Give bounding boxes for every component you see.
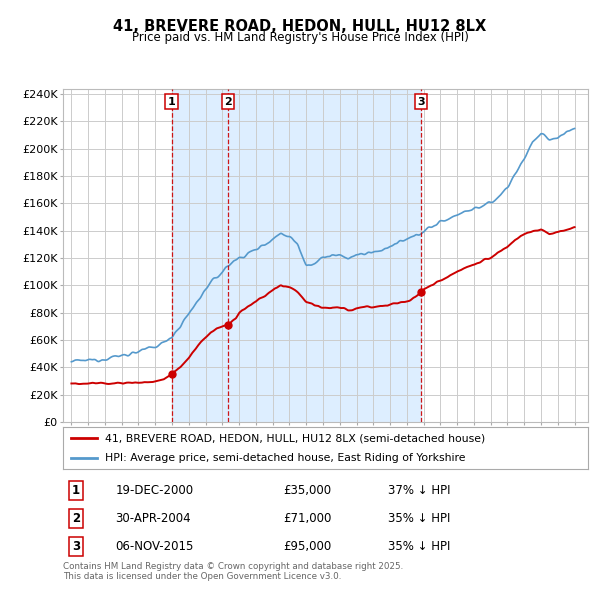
Text: £71,000: £71,000 bbox=[284, 512, 332, 525]
Text: 37% ↓ HPI: 37% ↓ HPI bbox=[389, 484, 451, 497]
Text: 1: 1 bbox=[167, 97, 175, 107]
Bar bbox=[172, 88, 228, 422]
Text: 35% ↓ HPI: 35% ↓ HPI bbox=[389, 540, 451, 553]
Text: 3: 3 bbox=[417, 97, 425, 107]
Text: HPI: Average price, semi-detached house, East Riding of Yorkshire: HPI: Average price, semi-detached house,… bbox=[105, 454, 466, 463]
Text: 41, BREVERE ROAD, HEDON, HULL, HU12 8LX (semi-detached house): 41, BREVERE ROAD, HEDON, HULL, HU12 8LX … bbox=[105, 433, 485, 443]
Text: Price paid vs. HM Land Registry's House Price Index (HPI): Price paid vs. HM Land Registry's House … bbox=[131, 31, 469, 44]
Bar bbox=[228, 88, 421, 422]
Text: 2: 2 bbox=[72, 512, 80, 525]
Text: £95,000: £95,000 bbox=[284, 540, 332, 553]
Text: 1: 1 bbox=[72, 484, 80, 497]
Text: 2: 2 bbox=[224, 97, 232, 107]
Text: Contains HM Land Registry data © Crown copyright and database right 2025.
This d: Contains HM Land Registry data © Crown c… bbox=[63, 562, 403, 581]
Text: 06-NOV-2015: 06-NOV-2015 bbox=[115, 540, 194, 553]
Text: 35% ↓ HPI: 35% ↓ HPI bbox=[389, 512, 451, 525]
Text: £35,000: £35,000 bbox=[284, 484, 332, 497]
Text: 3: 3 bbox=[72, 540, 80, 553]
Text: 19-DEC-2000: 19-DEC-2000 bbox=[115, 484, 194, 497]
Text: 41, BREVERE ROAD, HEDON, HULL, HU12 8LX: 41, BREVERE ROAD, HEDON, HULL, HU12 8LX bbox=[113, 19, 487, 34]
Text: 30-APR-2004: 30-APR-2004 bbox=[115, 512, 191, 525]
